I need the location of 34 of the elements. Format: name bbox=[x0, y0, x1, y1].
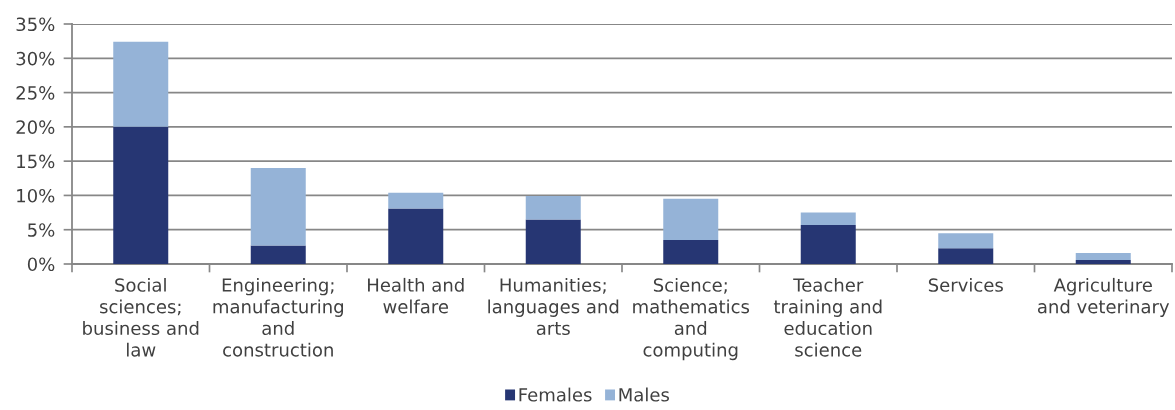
bar bbox=[525, 219, 581, 264]
bar bbox=[800, 224, 856, 264]
y-tick-label: 0% bbox=[27, 257, 55, 272]
y-tick-label: 10% bbox=[17, 188, 55, 203]
bar bbox=[388, 192, 444, 209]
x-tick-label: Humanities; languages and arts bbox=[488, 277, 619, 336]
bar bbox=[1075, 253, 1131, 260]
bar bbox=[113, 126, 169, 264]
x-tick-label: Teacher training and education science bbox=[773, 277, 882, 357]
x-tick-label: Health and welfare bbox=[368, 277, 464, 314]
y-tick-label: 15% bbox=[17, 154, 55, 169]
legend-label: Females bbox=[519, 387, 592, 402]
bar bbox=[663, 240, 719, 264]
bar bbox=[525, 196, 581, 220]
bar bbox=[938, 233, 994, 249]
bar bbox=[113, 41, 169, 127]
x-tick-label: Engineering; manufacturing and construction bbox=[213, 277, 343, 357]
legend-label: Males bbox=[619, 387, 670, 402]
y-tick-label: 5% bbox=[28, 223, 55, 237]
bar bbox=[250, 245, 306, 264]
bar bbox=[938, 248, 994, 264]
bar bbox=[800, 212, 856, 225]
bar bbox=[250, 168, 306, 246]
y-tick-label: 30% bbox=[16, 51, 55, 66]
x-tick-label: Social sciences; business and law bbox=[83, 277, 199, 357]
bar bbox=[1075, 259, 1131, 264]
bar bbox=[388, 208, 444, 264]
x-tick-label: Services bbox=[928, 277, 1003, 292]
x-tick-label: Agriculture and veterinary bbox=[1037, 277, 1170, 317]
y-tick-label: 25% bbox=[16, 86, 55, 100]
y-tick-label: 20% bbox=[16, 120, 55, 134]
y-tick-label: 35% bbox=[16, 17, 55, 32]
x-tick-label: Science; mathematics and computing bbox=[633, 277, 750, 361]
bar bbox=[663, 198, 719, 240]
